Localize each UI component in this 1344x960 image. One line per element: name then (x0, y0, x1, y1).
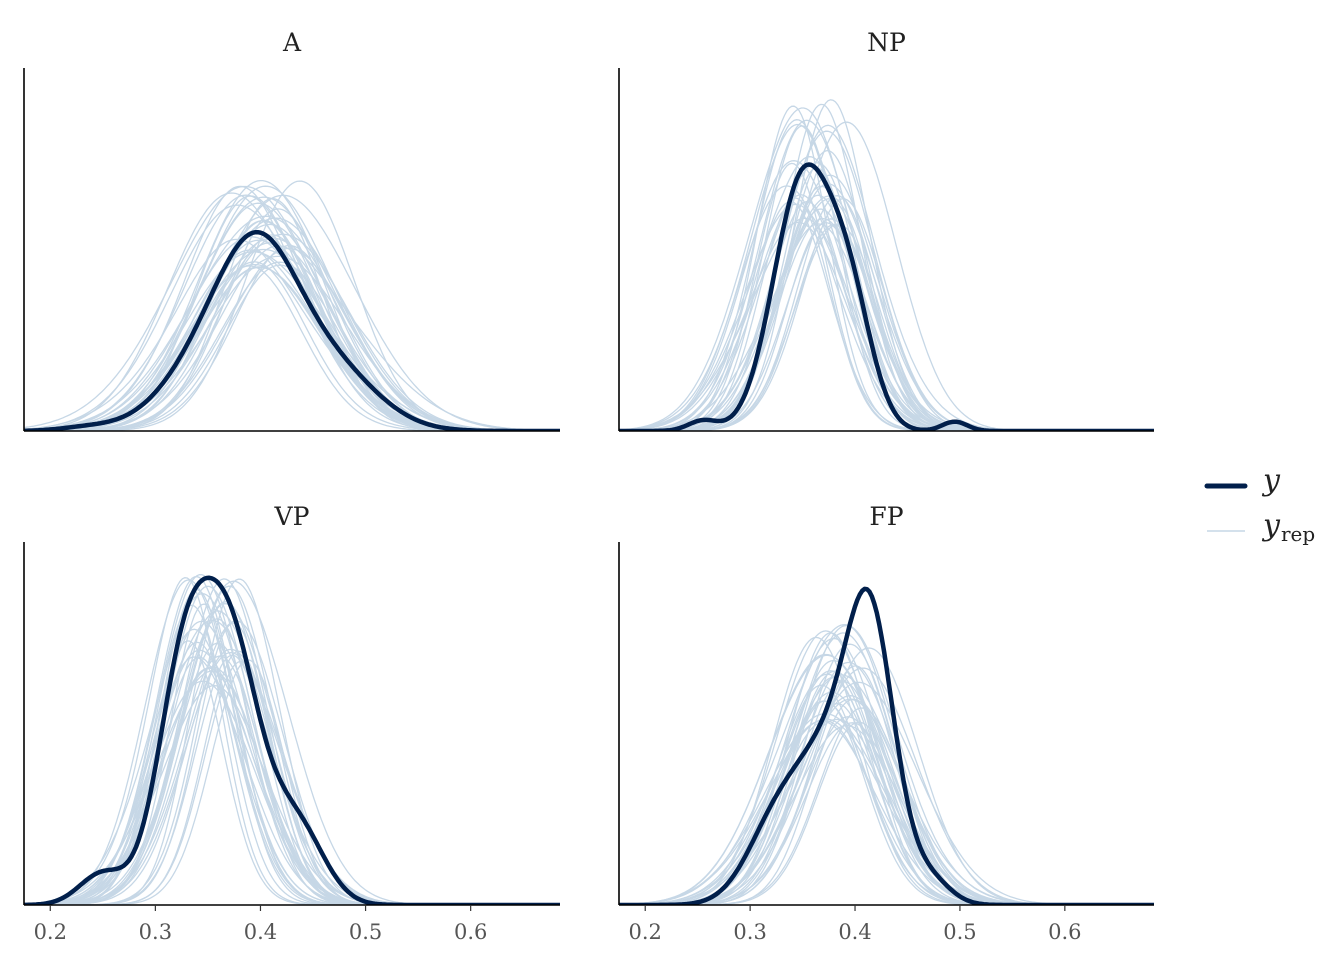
y-line (24, 575, 560, 905)
x-tick-label: 0.4 (244, 920, 277, 944)
yrep-line (619, 201, 1154, 431)
yrep-line (619, 659, 1154, 905)
yrep-line (24, 208, 560, 431)
yrep-line (24, 618, 560, 905)
yrep-line (619, 700, 1154, 905)
yrep-line (24, 577, 560, 905)
curves (619, 586, 1154, 905)
yrep-line (24, 179, 560, 431)
yrep-line (24, 261, 560, 431)
yrep-line (619, 702, 1154, 905)
x-tick-label: 0.3 (139, 920, 172, 944)
legend-y-label: y (1261, 463, 1281, 498)
y-line (619, 586, 1154, 905)
legend-yrep-main: y (1261, 508, 1281, 543)
yrep-line (619, 198, 1154, 431)
panel-vp: VP 0.2 0.3 0.4 0.5 0.6 (23, 502, 560, 944)
yrep-line (619, 720, 1154, 905)
yrep-line (619, 665, 1154, 905)
yrep-line (24, 185, 560, 431)
yrep-line (24, 667, 560, 905)
yrep-line (24, 261, 560, 431)
yrep-line (619, 201, 1154, 431)
yrep-line (24, 622, 560, 905)
yrep-line (24, 185, 560, 431)
yrep-line (619, 636, 1154, 905)
yrep-line (24, 588, 560, 905)
yrep-line (24, 640, 560, 905)
yrep-line (24, 185, 560, 431)
yrep-line (24, 670, 560, 905)
yrep-line (619, 162, 1154, 431)
legend: y yrep (1204, 463, 1315, 546)
yrep-line (619, 203, 1154, 431)
x-tick-label: 0.4 (838, 920, 871, 944)
yrep-line (24, 649, 560, 905)
x-tick-label: 0.6 (1048, 920, 1081, 944)
panel-fp: FP 0.2 0.3 0.4 0.5 0.6 (618, 502, 1154, 944)
panel-title: FP (869, 502, 903, 531)
yrep-line (619, 700, 1154, 905)
panel-title: VP (274, 502, 310, 531)
curves (24, 574, 560, 905)
x-tick-label: 0.2 (629, 920, 662, 944)
yrep-line (619, 718, 1154, 905)
yrep-line (24, 620, 560, 905)
y-line (619, 162, 1154, 431)
x-tick-label: 0.2 (34, 920, 67, 944)
yrep-line (24, 266, 560, 431)
yrep-line (619, 119, 1154, 431)
legend-yrep-subscript: rep (1281, 522, 1315, 546)
panels-layer: A NP VP 0.2 0.3 0.4 0.5 0.6 FP 0.2 0.3 0.4 0.5 0.6 (23, 28, 1154, 944)
yrep-line (619, 105, 1154, 431)
x-tick-label: 0.5 (349, 920, 382, 944)
yrep-line (619, 123, 1154, 431)
legend-yrep-label: yrep (1261, 508, 1315, 546)
panel-title: A (282, 28, 302, 57)
curves (619, 99, 1154, 431)
yrep-line (24, 575, 560, 905)
yrep-line (619, 673, 1154, 905)
yrep-line (24, 620, 560, 905)
yrep-line (619, 654, 1154, 905)
x-tick-label: 0.3 (733, 920, 766, 944)
yrep-line (619, 124, 1154, 431)
yrep-line (24, 266, 560, 431)
panel-a: A (23, 28, 560, 432)
yrep-line (619, 643, 1154, 905)
yrep-line (24, 648, 560, 905)
yrep-line (619, 103, 1154, 431)
yrep-line (619, 218, 1154, 431)
yrep-line (619, 720, 1154, 905)
yrep-line (24, 579, 560, 905)
yrep-line (619, 107, 1154, 431)
yrep-line (619, 653, 1154, 905)
curves (24, 179, 560, 431)
yrep-line (24, 604, 560, 905)
yrep-line (619, 637, 1154, 905)
yrep-line (619, 718, 1154, 905)
panel-np: NP (618, 28, 1154, 432)
yrep-line (619, 208, 1154, 431)
x-tick-label: 0.6 (454, 920, 487, 944)
yrep-line (24, 180, 560, 431)
panel-title: NP (867, 28, 906, 57)
x-tick-label: 0.5 (943, 920, 976, 944)
yrep-line (24, 650, 560, 905)
